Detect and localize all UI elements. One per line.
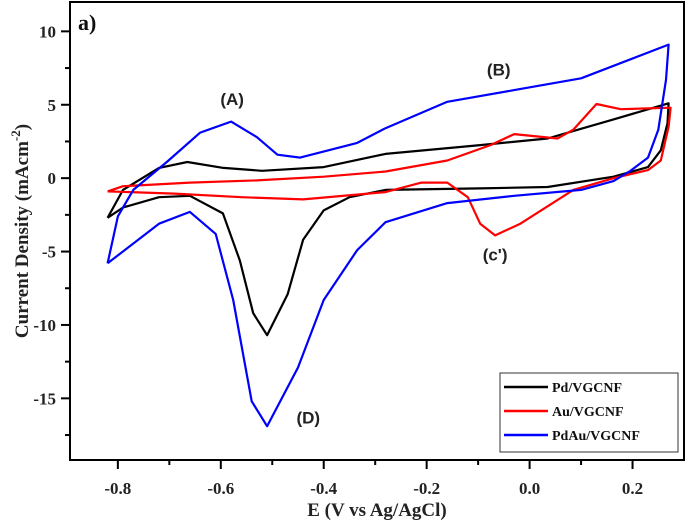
series-layer bbox=[106, 43, 672, 428]
x-tick-label: 0.0 bbox=[519, 479, 540, 498]
y-axis-title-main: Current Density (mAcm bbox=[12, 141, 33, 338]
peak-annotation: (c') bbox=[483, 245, 508, 264]
y-tick-label: 5 bbox=[48, 96, 57, 115]
annotations-layer: (A) (B) (c') (D) bbox=[220, 60, 510, 427]
x-tick-label: -0.6 bbox=[207, 479, 234, 498]
y-tick-label: -5 bbox=[42, 243, 56, 262]
ticks-layer: -0.8 -0.6 -0.4 -0.2 0.0 0.2 10 5 0 -5 -10 -15 bbox=[33, 22, 643, 498]
y-tick-label: -15 bbox=[33, 389, 56, 408]
panel-label: a) bbox=[78, 10, 96, 35]
x-tick-label: -0.2 bbox=[413, 479, 440, 498]
legend-label: Au/VGCNF bbox=[552, 405, 624, 420]
series-line-au-vgcnf bbox=[107, 102, 672, 237]
x-tick-label: -0.8 bbox=[104, 479, 131, 498]
peak-annotation: (A) bbox=[220, 90, 244, 109]
y-axis-title-sup: -2 bbox=[8, 130, 23, 141]
legend-label: Pd/VGCNF bbox=[552, 381, 622, 396]
y-tick-label: -10 bbox=[33, 316, 56, 335]
y-axis-title-close: ) bbox=[12, 124, 33, 130]
x-axis-title: E (V vs Ag/AgCl) bbox=[307, 500, 447, 521]
series-line-pdau-vgcnf bbox=[106, 43, 670, 428]
legend: Pd/VGCNF Au/VGCNF PdAu/VGCNF bbox=[499, 372, 679, 453]
legend-label: PdAu/VGCNF bbox=[552, 429, 640, 444]
peak-annotation: (D) bbox=[296, 408, 320, 427]
y-axis-title: Current Density (mAcm-2) bbox=[8, 124, 33, 338]
x-tick-label: 0.2 bbox=[622, 479, 643, 498]
y-tick-label: 10 bbox=[39, 22, 56, 41]
y-tick-label: 0 bbox=[48, 169, 57, 188]
x-tick-label: -0.4 bbox=[310, 479, 337, 498]
peak-annotation: (B) bbox=[487, 60, 511, 79]
plot-frame bbox=[69, 1, 685, 461]
series-line-pd-vgcnf bbox=[106, 102, 670, 337]
